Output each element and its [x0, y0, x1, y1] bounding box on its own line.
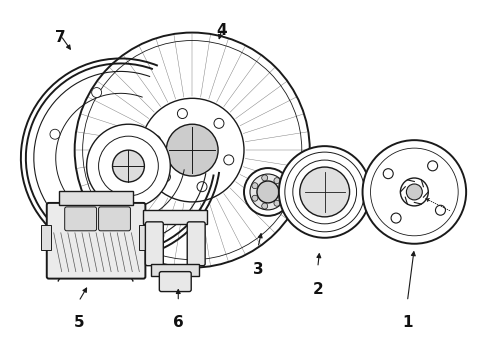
- Text: 2: 2: [312, 282, 323, 297]
- Circle shape: [252, 195, 258, 201]
- Bar: [59, 191, 133, 205]
- Circle shape: [92, 219, 101, 229]
- Text: 7: 7: [55, 30, 66, 45]
- Text: 4: 4: [217, 23, 227, 37]
- FancyBboxPatch shape: [65, 207, 97, 231]
- Text: 5: 5: [74, 315, 84, 330]
- Circle shape: [436, 205, 445, 215]
- Circle shape: [150, 135, 161, 145]
- Circle shape: [285, 152, 365, 232]
- Circle shape: [184, 212, 194, 222]
- Circle shape: [257, 181, 279, 203]
- Circle shape: [113, 150, 145, 182]
- Circle shape: [262, 203, 268, 209]
- Circle shape: [252, 183, 258, 189]
- Bar: [144, 210, 207, 224]
- Circle shape: [274, 178, 280, 184]
- Bar: [151, 264, 199, 276]
- Circle shape: [370, 148, 458, 236]
- Circle shape: [50, 129, 60, 139]
- Text: 1: 1: [402, 315, 413, 330]
- Circle shape: [406, 184, 422, 200]
- Circle shape: [160, 172, 171, 182]
- Circle shape: [156, 212, 166, 222]
- Bar: [140, 225, 149, 250]
- Circle shape: [274, 200, 280, 206]
- Circle shape: [293, 160, 357, 224]
- Circle shape: [141, 98, 244, 202]
- FancyBboxPatch shape: [187, 222, 205, 266]
- Text: 6: 6: [173, 315, 184, 330]
- FancyBboxPatch shape: [159, 272, 191, 292]
- Circle shape: [98, 136, 158, 196]
- Circle shape: [214, 118, 224, 128]
- Circle shape: [150, 213, 160, 224]
- FancyBboxPatch shape: [146, 222, 163, 266]
- Circle shape: [250, 174, 286, 210]
- Circle shape: [177, 109, 187, 118]
- Circle shape: [279, 146, 370, 238]
- Bar: [41, 225, 51, 250]
- Circle shape: [383, 169, 393, 179]
- FancyBboxPatch shape: [98, 207, 130, 231]
- Circle shape: [428, 161, 438, 171]
- Circle shape: [363, 140, 466, 244]
- Circle shape: [300, 167, 349, 217]
- Circle shape: [87, 124, 171, 208]
- FancyBboxPatch shape: [47, 203, 146, 279]
- Circle shape: [92, 87, 101, 98]
- Circle shape: [262, 175, 268, 181]
- Circle shape: [197, 182, 207, 192]
- Circle shape: [224, 155, 234, 165]
- Circle shape: [244, 168, 292, 216]
- Text: 3: 3: [253, 262, 263, 277]
- Circle shape: [279, 189, 285, 195]
- Circle shape: [391, 213, 401, 223]
- Circle shape: [166, 124, 218, 176]
